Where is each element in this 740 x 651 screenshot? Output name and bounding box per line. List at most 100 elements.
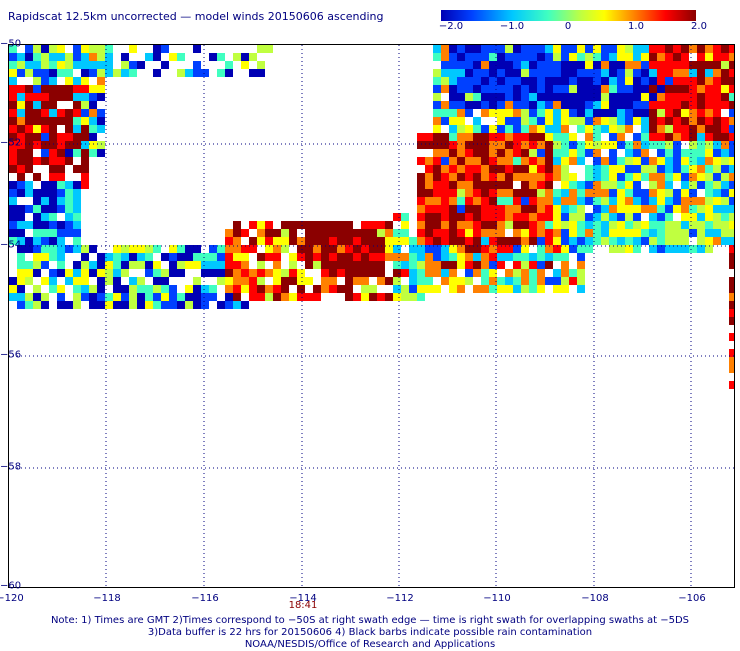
data-cell bbox=[585, 45, 593, 53]
data-cell bbox=[529, 285, 537, 293]
data-cell bbox=[113, 301, 121, 309]
data-cell bbox=[97, 77, 105, 85]
data-cell bbox=[337, 269, 345, 277]
data-cell bbox=[49, 69, 57, 77]
data-cell bbox=[393, 253, 401, 261]
data-cell bbox=[297, 221, 305, 229]
data-cell bbox=[513, 253, 521, 261]
data-cell bbox=[561, 93, 569, 101]
data-cell bbox=[361, 269, 369, 277]
data-cell bbox=[449, 109, 457, 117]
data-cell bbox=[33, 45, 41, 53]
data-cell bbox=[489, 61, 497, 69]
data-cell bbox=[33, 77, 41, 85]
data-cell bbox=[273, 245, 281, 253]
data-cell bbox=[561, 45, 569, 53]
data-cell bbox=[121, 261, 129, 269]
data-cell bbox=[217, 261, 225, 269]
data-cell bbox=[49, 85, 57, 93]
data-cell bbox=[241, 245, 249, 253]
data-cell bbox=[681, 69, 689, 77]
data-cell bbox=[217, 269, 225, 277]
data-cell bbox=[225, 229, 233, 237]
data-cell bbox=[433, 69, 441, 77]
data-cell bbox=[553, 45, 561, 53]
data-cell bbox=[465, 269, 473, 277]
data-cell bbox=[529, 93, 537, 101]
data-cell bbox=[457, 253, 465, 261]
data-cell bbox=[433, 285, 441, 293]
data-cell bbox=[417, 197, 425, 205]
data-cell bbox=[81, 53, 89, 61]
data-cell bbox=[73, 125, 81, 133]
data-cell bbox=[249, 277, 257, 285]
data-cell bbox=[721, 85, 729, 93]
data-cell bbox=[649, 221, 657, 229]
data-cell bbox=[409, 277, 417, 285]
data-cell bbox=[17, 61, 25, 69]
data-cell bbox=[73, 85, 81, 93]
data-cell bbox=[625, 93, 633, 101]
data-cell bbox=[49, 253, 57, 261]
data-cell bbox=[537, 109, 545, 117]
data-cell bbox=[481, 277, 489, 285]
data-cell bbox=[225, 261, 233, 269]
data-cell bbox=[433, 181, 441, 189]
data-cell bbox=[657, 53, 665, 61]
data-cell bbox=[577, 117, 585, 125]
data-cell bbox=[601, 69, 609, 77]
data-cell bbox=[721, 189, 729, 197]
data-cell bbox=[657, 245, 665, 253]
data-cell bbox=[17, 285, 25, 293]
data-cell bbox=[529, 181, 537, 189]
data-cell bbox=[513, 109, 521, 117]
data-cell bbox=[393, 245, 401, 253]
data-cell bbox=[441, 165, 449, 173]
data-cell bbox=[425, 197, 433, 205]
data-cell bbox=[65, 77, 73, 85]
data-cell bbox=[153, 261, 161, 269]
data-cell bbox=[417, 133, 425, 141]
data-cell bbox=[433, 141, 441, 149]
data-cell bbox=[505, 117, 513, 125]
data-cell bbox=[153, 69, 161, 77]
data-cell bbox=[305, 229, 313, 237]
data-cell bbox=[529, 237, 537, 245]
data-cell bbox=[473, 165, 481, 173]
data-cell bbox=[401, 293, 409, 301]
data-cell bbox=[665, 181, 673, 189]
data-cell bbox=[601, 213, 609, 221]
data-cell bbox=[313, 261, 321, 269]
data-cell bbox=[449, 133, 457, 141]
data-cell bbox=[49, 61, 57, 69]
data-cell bbox=[721, 197, 729, 205]
data-cell bbox=[305, 293, 313, 301]
data-cell bbox=[553, 197, 561, 205]
data-cell bbox=[297, 269, 305, 277]
data-cell bbox=[641, 61, 649, 69]
data-cell bbox=[561, 165, 569, 173]
data-cell bbox=[649, 85, 657, 93]
data-cell bbox=[633, 69, 641, 77]
data-cell bbox=[65, 85, 73, 93]
data-cell bbox=[73, 117, 81, 125]
data-cell bbox=[705, 125, 713, 133]
data-cell bbox=[33, 285, 41, 293]
data-cell bbox=[641, 53, 649, 61]
data-cell bbox=[57, 269, 65, 277]
data-cell bbox=[713, 133, 721, 141]
data-cell bbox=[145, 293, 153, 301]
data-cell bbox=[505, 61, 513, 69]
data-cell bbox=[457, 205, 465, 213]
data-cell bbox=[537, 253, 545, 261]
data-cell bbox=[65, 109, 73, 117]
data-cell bbox=[57, 93, 65, 101]
data-cell bbox=[425, 157, 433, 165]
data-cell bbox=[649, 229, 657, 237]
data-cell bbox=[497, 189, 505, 197]
data-cell bbox=[625, 61, 633, 69]
data-cell bbox=[601, 237, 609, 245]
data-cell bbox=[73, 237, 81, 245]
data-cell bbox=[473, 173, 481, 181]
data-cell bbox=[505, 149, 513, 157]
